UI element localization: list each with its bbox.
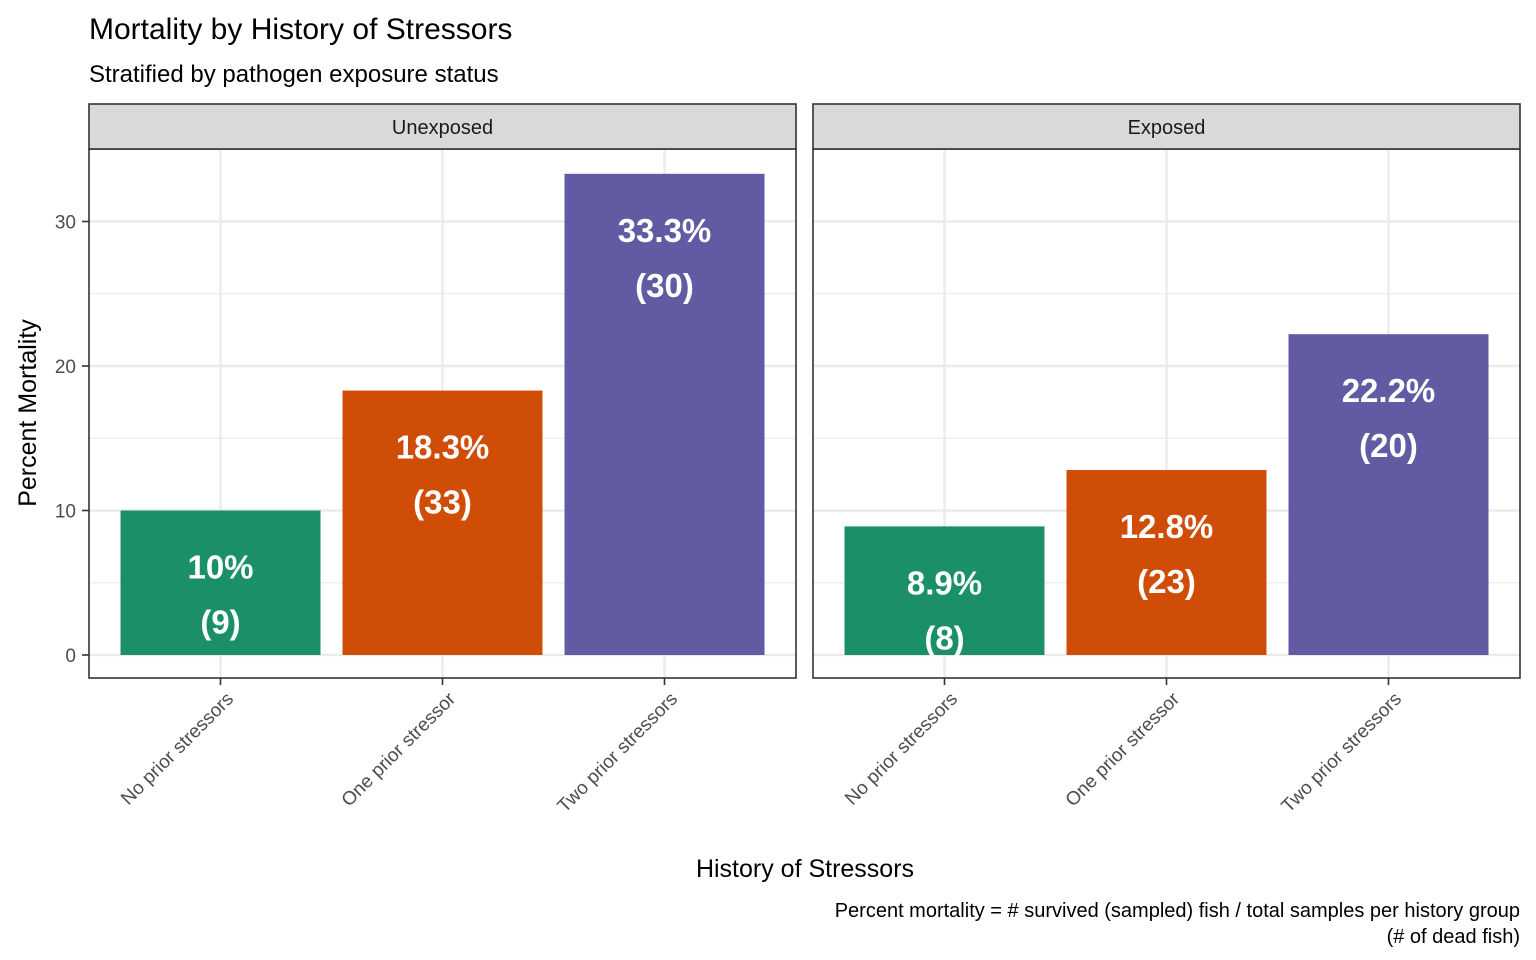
facet-panel-0: 10% (9) 18.3% (33) 33.3% (30) Unexposed xyxy=(88,103,797,679)
x-tick-label: No prior stressors xyxy=(841,689,962,810)
bar-percent-label: 12.8% xyxy=(1120,508,1214,545)
bar-count-label: (9) xyxy=(200,604,240,641)
facet-strip-label: Unexposed xyxy=(392,117,493,139)
bar-count-label: (23) xyxy=(1137,563,1196,600)
bar-0-0 xyxy=(120,510,321,655)
bar-1-2 xyxy=(1288,334,1489,655)
bar-percent-label: 8.9% xyxy=(907,564,982,601)
facet-panels: 10% (9) 18.3% (33) 33.3% (30) Unexposed 8.9% (8)… xyxy=(88,103,1521,679)
chart-title: Mortality by History of Stressors xyxy=(89,13,512,46)
bar-percent-label: 22.2% xyxy=(1342,372,1436,409)
bar-1-0 xyxy=(844,526,1045,655)
facet-strip-label: Exposed xyxy=(1128,117,1206,139)
bar-percent-label: 18.3% xyxy=(396,429,490,466)
facet-panel-1: 8.9% (8) 12.8% (23) 22.2% (20) Exposed xyxy=(812,103,1521,679)
caption-line-1: Percent mortality = # survived (sampled)… xyxy=(835,900,1520,922)
x-tick-label: No prior stressors xyxy=(117,689,238,810)
y-tick-label: 0 xyxy=(65,646,76,667)
bar-0-1 xyxy=(342,390,543,655)
y-tick-label: 30 xyxy=(55,213,76,234)
x-tick-label: One prior stressor xyxy=(1062,688,1185,811)
y-tick-label: 10 xyxy=(55,502,76,523)
facet-strip xyxy=(812,103,1521,150)
bar-count-label: (8) xyxy=(924,619,964,656)
bar-count-label: (33) xyxy=(413,484,472,521)
y-axis-title: Percent Mortality xyxy=(14,319,42,507)
bar-count-label: (30) xyxy=(635,267,694,304)
bar-0-2 xyxy=(564,173,765,655)
x-axis-title: History of Stressors xyxy=(696,855,914,883)
bar-percent-label: 10% xyxy=(187,549,253,586)
bar-count-label: (20) xyxy=(1359,427,1418,464)
y-axis: 0 10 20 30 xyxy=(55,213,89,667)
x-tick-label: Two prior stressors xyxy=(554,689,682,817)
caption-line-2: (# of dead fish) xyxy=(1387,926,1520,948)
facet-strip xyxy=(88,103,797,150)
bar-percent-label: 33.3% xyxy=(618,212,712,249)
y-tick-label: 20 xyxy=(55,357,76,378)
x-axis: No prior stressors One prior stressor Two … xyxy=(117,678,1406,817)
x-tick-label: One prior stressor xyxy=(338,688,461,811)
x-tick-label: Two prior stressors xyxy=(1278,689,1406,817)
chart-subtitle: Stratified by pathogen exposure status xyxy=(89,61,499,88)
bar-1-1 xyxy=(1066,470,1267,655)
